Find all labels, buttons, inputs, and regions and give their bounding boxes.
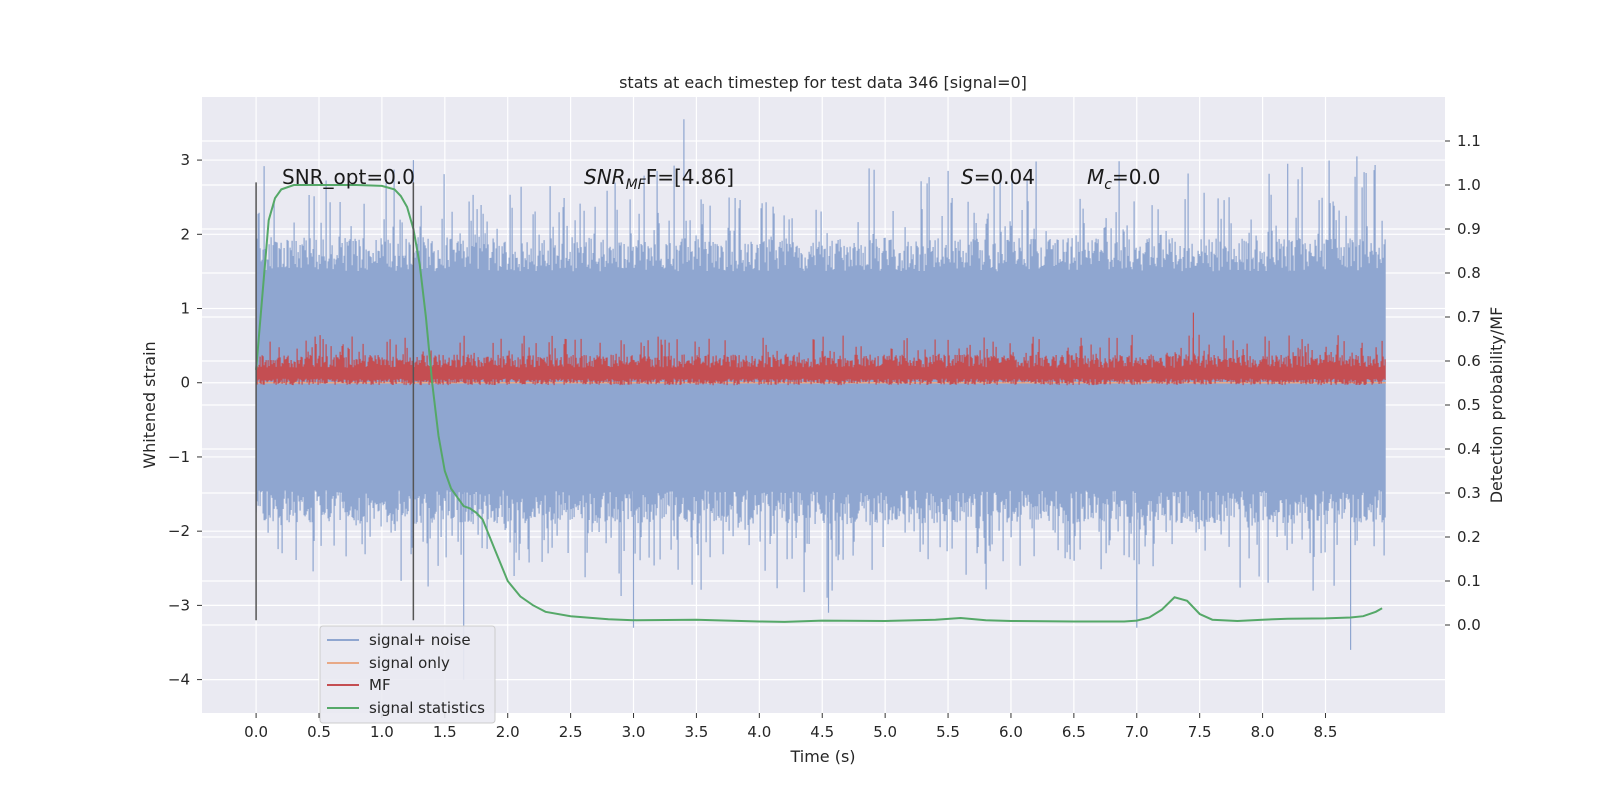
y-right-tick-label: 0.5 (1457, 396, 1481, 414)
x-tick-label: 3.0 (622, 723, 646, 741)
x-tick-label: 6.0 (999, 723, 1023, 741)
data-layer (255, 119, 1386, 680)
legend-label-signal-noise: signal+ noise (369, 631, 471, 649)
x-axis-label: Time (s) (789, 747, 855, 766)
y-right-tick-label: 0.6 (1457, 352, 1481, 370)
legend-label-signal-only: signal only (369, 654, 450, 672)
y-right-tick-label: 1.1 (1457, 132, 1481, 150)
y-left-tick-label: −3 (168, 596, 190, 614)
legend: signal+ noise signal only MF signal stat… (319, 625, 496, 724)
annotation-snr-mf: SNRMFF=[4.86] (584, 165, 734, 193)
x-tick-label: 1.0 (370, 723, 394, 741)
annotation-mc-sub: c (1104, 177, 1112, 193)
y-right-tick-label: 0.4 (1457, 440, 1481, 458)
x-tick-label: 0.0 (244, 723, 268, 741)
y-right-tick-label: 0.8 (1457, 264, 1481, 282)
legend-label-signal-statistics: signal statistics (369, 699, 485, 717)
chart-title: stats at each timestep for test data 346… (619, 73, 1027, 92)
x-tick-label: 7.5 (1188, 723, 1212, 741)
x-tick-label: 4.0 (747, 723, 771, 741)
x-tick-label: 6.5 (1062, 723, 1086, 741)
y-right-tick-label: 0.7 (1457, 308, 1481, 326)
x-tick-label: 5.0 (873, 723, 897, 741)
y-left-tick-label: −2 (168, 522, 190, 540)
tick-layer: 0.0 0.5 1.0 1.5 2.0 2.5 3.0 3.5 4.0 4.5 5.0 5.5 6.0 6… (168, 132, 1481, 741)
annotation-snr-mf-sub: MF (626, 177, 647, 193)
y-axis-label-right: Detection probability/MF (1487, 307, 1506, 504)
annotation-snr-mf-rest: F=[4.86] (646, 165, 734, 189)
x-tick-label: 0.5 (307, 723, 331, 741)
x-tick-label: 4.5 (810, 723, 834, 741)
x-tick-label: 2.5 (559, 723, 583, 741)
x-tick-label: 2.0 (496, 723, 520, 741)
y-left-tick-label: 3 (180, 151, 190, 169)
x-tick-label: 8.5 (1314, 723, 1338, 741)
series-signal-statistics (255, 184, 1383, 623)
y-left-tick-label: 2 (180, 225, 190, 243)
x-tick-label: 7.0 (1125, 723, 1149, 741)
y-right-tick-label: 0.0 (1457, 616, 1481, 634)
x-tick-label: 5.5 (936, 723, 960, 741)
y-axis-label-left: Whitened strain (140, 341, 159, 468)
annotation-mc: Mc=0.0 (1087, 165, 1161, 193)
y-left-tick-label: −1 (168, 448, 190, 466)
annotation-mc-rest: =0.0 (1112, 165, 1161, 189)
annotation-snr-mf-main: SNR (584, 165, 626, 189)
y-right-tick-label: 0.3 (1457, 484, 1481, 502)
annotation-snr-opt: SNR_opt=0.0 (282, 165, 415, 189)
y-right-tick-label: 0.9 (1457, 220, 1481, 238)
x-tick-label: 3.5 (685, 723, 709, 741)
legend-label-mf: MF (369, 676, 391, 694)
annotation-s: S=0.04 (961, 165, 1035, 189)
x-tick-label: 8.0 (1251, 723, 1275, 741)
y-right-tick-label: 0.1 (1457, 572, 1481, 590)
x-tick-label: 1.5 (433, 723, 457, 741)
annotation-mc-main: M (1087, 165, 1104, 189)
y-left-tick-label: −4 (168, 671, 190, 689)
y-left-tick-label: 1 (180, 300, 190, 318)
annotation-s-rest: =0.04 (974, 165, 1035, 189)
annotation-s-main: S (961, 165, 974, 189)
y-right-tick-label: 0.2 (1457, 528, 1481, 546)
legend-frame (319, 625, 496, 724)
y-right-tick-label: 1.0 (1457, 176, 1481, 194)
y-left-tick-label: 0 (180, 374, 190, 392)
